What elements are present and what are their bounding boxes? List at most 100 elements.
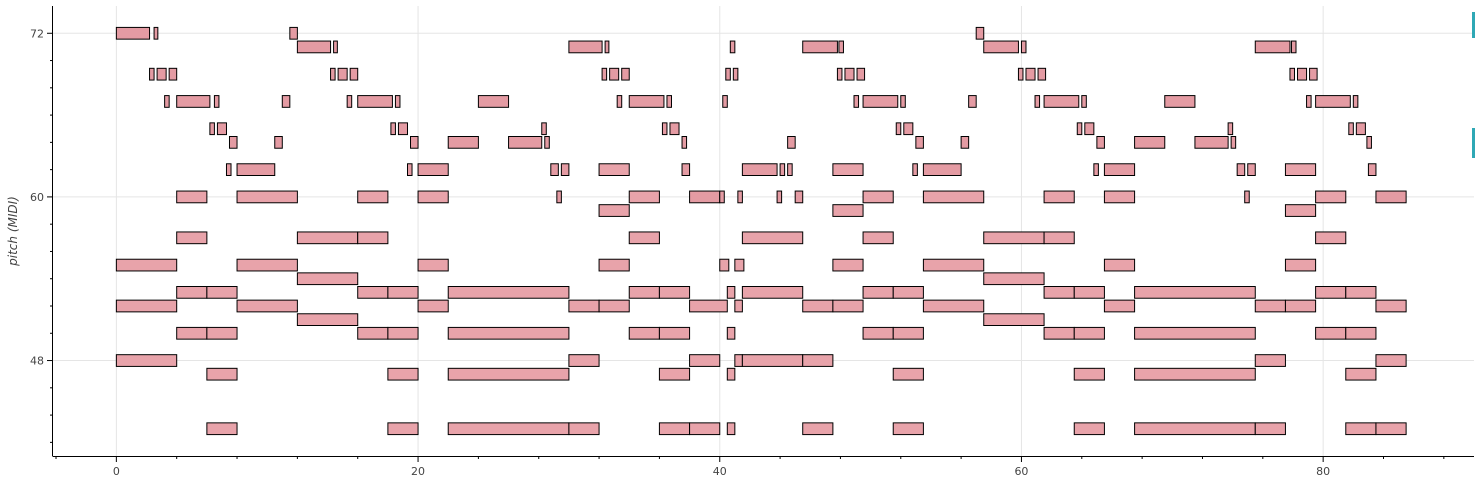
note-bar [628,326,660,340]
note-bar [601,67,608,81]
note-bar [209,122,215,136]
note-bar [983,231,1045,245]
note-bar [832,204,864,217]
y-axis-label: pitch (MIDI) [6,196,20,267]
note-bar [734,299,743,313]
note-bar [1345,422,1377,436]
note-bar [115,26,151,40]
note-bar [176,286,208,299]
note-bar [397,122,408,136]
note-bar [1315,326,1347,340]
note-bar [1345,286,1377,299]
note-bar [357,95,393,108]
note-bar [658,286,691,299]
note-bar [787,136,796,149]
note-bar [417,299,449,313]
note-bar [289,26,298,40]
note-bar [1284,299,1317,313]
note-bar [1367,163,1377,177]
note-bar [1073,326,1105,340]
note-bar [477,95,510,108]
note-bar [1073,286,1105,299]
note-bar [1103,299,1136,313]
note-bar [1134,326,1256,340]
note-bar [1017,67,1024,81]
note-bar [661,122,668,136]
note-bar [390,122,396,136]
note-bar [609,67,620,81]
y-tick-label: 72 [30,27,44,40]
note-bar [1309,67,1318,81]
note-bar [115,354,178,367]
note-bar [741,231,804,245]
note-bar [1073,367,1105,381]
note-bar [1134,422,1256,436]
note-bar [387,422,419,436]
note-bar [922,190,985,204]
note-bar [726,367,736,381]
note-bar [213,95,220,108]
note-bar [206,326,238,340]
note-bar [1375,190,1407,204]
note-bar [417,258,449,272]
note-bar [216,122,227,136]
note-bar [741,286,804,299]
note-bar [1254,354,1286,367]
note-bar [236,299,298,313]
note-bar [628,231,660,245]
note-bar [658,326,691,340]
note-bar [407,163,413,177]
note-bar [115,299,178,313]
note-bar [802,354,834,367]
note-bar [741,163,778,177]
note-bar [729,40,736,54]
note-bar [1073,422,1105,436]
note-bar [206,286,238,299]
note-bar [900,95,906,108]
axes: 0 20 40 60 80 48 60 72 pitch (MIDI) [6,6,1474,478]
note-bar [832,163,864,177]
x-tick-label: 0 [113,465,120,478]
note-bar [296,272,359,286]
note-bar [726,422,736,436]
note-bar [568,422,600,436]
note-bar [1134,367,1256,381]
note-bar [915,136,924,149]
y-tick-label: 60 [30,191,44,204]
note-bar [330,67,336,81]
x-tick-label: 20 [411,465,425,478]
note-bar [1244,190,1250,204]
note-bar [862,190,894,204]
note-bar [550,163,559,177]
note-bar [1236,163,1246,177]
note-bar [787,163,793,177]
note-bar [903,122,914,136]
note-bar [922,258,985,272]
note-bar [598,258,630,272]
note-bar [689,299,728,313]
note-bar [1093,163,1099,177]
note-bar [598,204,630,217]
note-bar [616,95,623,108]
note-bar [1284,204,1317,217]
note-bar [357,231,389,245]
note-bar [168,67,178,81]
note-bar [1366,136,1372,149]
note-bar [281,95,291,108]
note-bar [447,136,479,149]
note-bar [236,163,276,177]
note-bar [975,26,985,40]
note-bar [176,190,208,204]
note-bar [628,286,660,299]
note-bar [689,190,721,204]
note-bar [447,286,570,299]
note-bar [1345,367,1377,381]
note-bar [658,367,691,381]
x-tick-label: 60 [1014,465,1028,478]
note-bar [681,136,688,149]
note-bar [387,286,419,299]
note-bar [296,40,332,54]
note-bar [149,67,155,81]
note-bar [115,258,178,272]
